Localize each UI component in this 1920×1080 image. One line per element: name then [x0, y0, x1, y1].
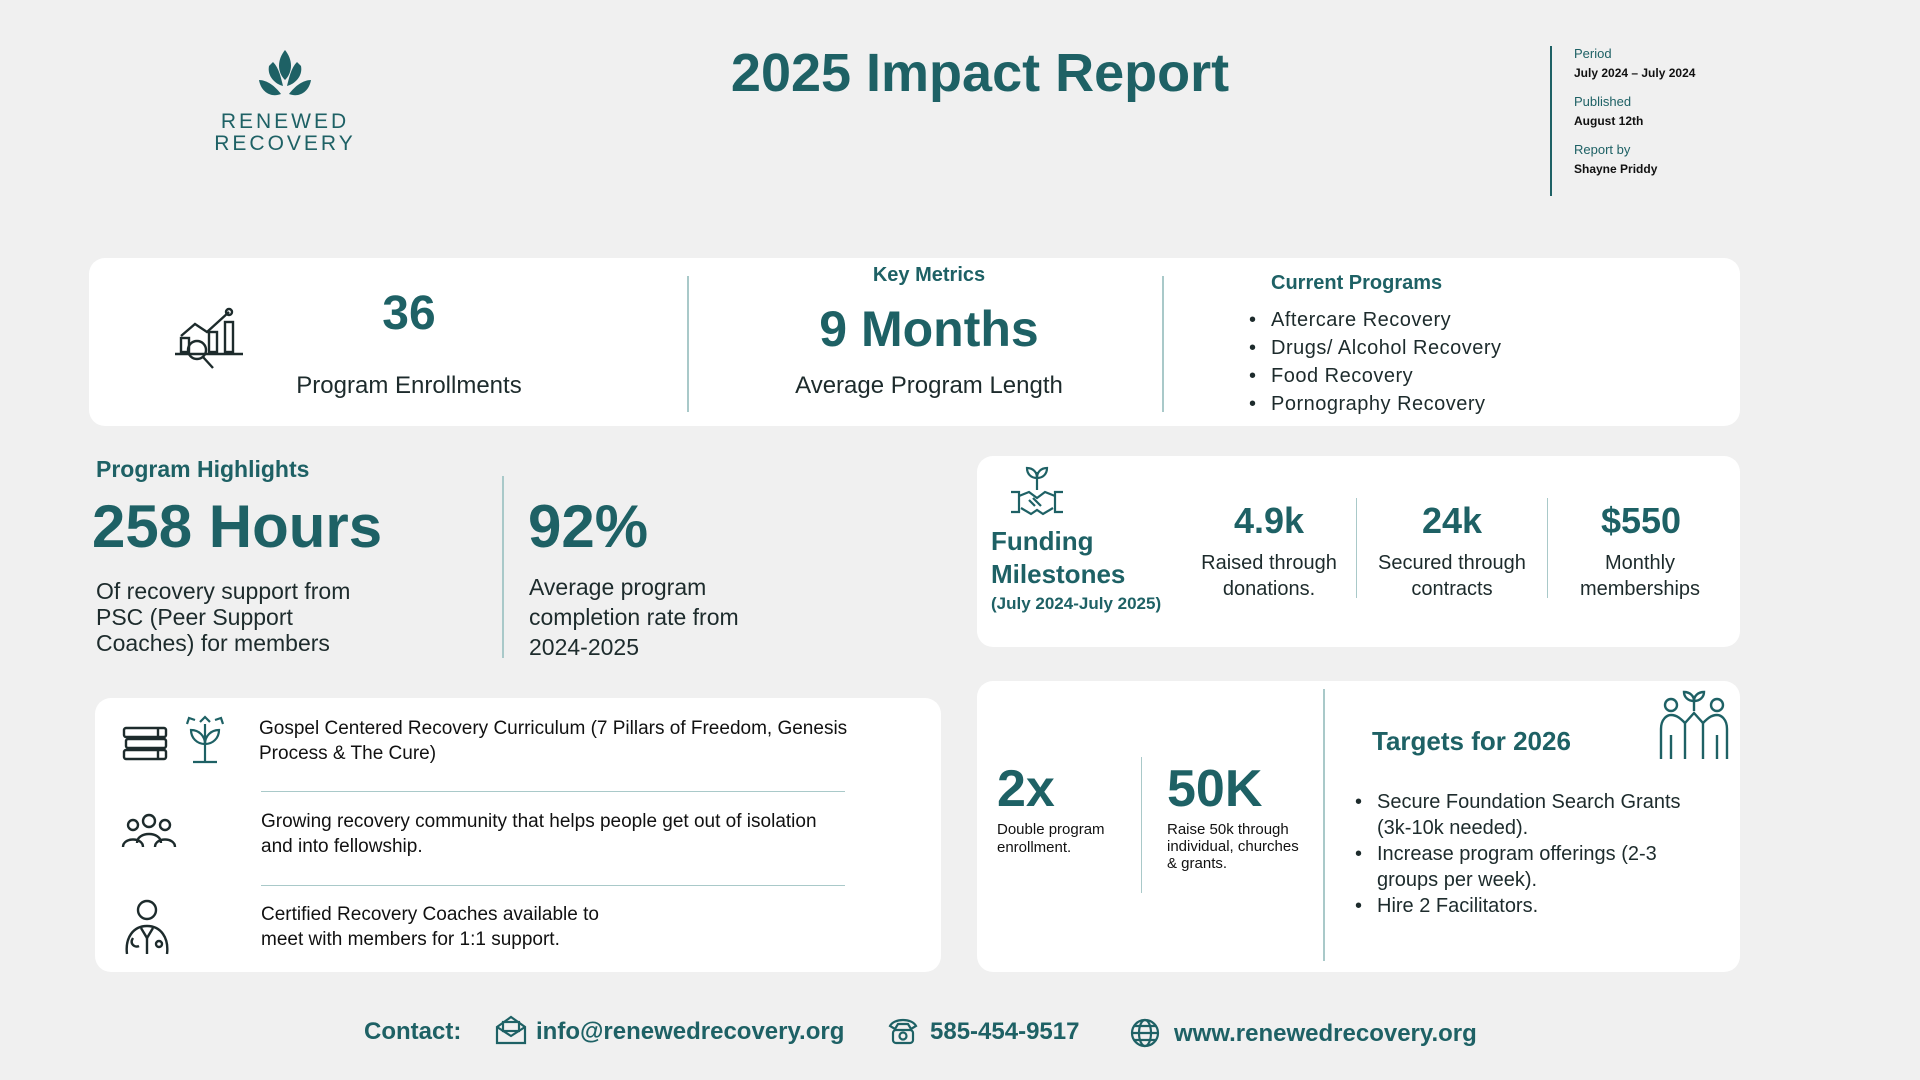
books-icon [122, 726, 168, 761]
meta-author-label: Report by [1574, 142, 1631, 157]
report-meta: Period July 2024 – July 2024 Published A… [1550, 46, 1695, 196]
page-title: 2025 Impact Report [730, 43, 1230, 103]
phone-icon [888, 1018, 918, 1045]
funding-stat-value: 24k [1421, 500, 1483, 541]
funding-stat-value: $550 [1600, 500, 1682, 541]
analytics-chart-icon [175, 307, 243, 369]
brand-name-line2: RECOVERY [214, 132, 356, 155]
meta-author-value: Shayne Priddy [1574, 162, 1658, 176]
email-icon [495, 1015, 527, 1045]
program-item: Food Recovery [1249, 362, 1501, 390]
target-item: Hire 2 Facilitators. [1355, 893, 1695, 919]
people-growth-icon [1659, 690, 1729, 759]
meta-published-label: Published [1574, 94, 1632, 109]
program-item: Aftercare Recovery [1249, 306, 1501, 334]
meta-period-value: July 2024 – July 2024 [1574, 66, 1696, 80]
metrics-divider [687, 276, 689, 412]
funding-title-line2: Milestones [991, 559, 1126, 589]
targets-heading: Targets for 2026 [1372, 726, 1571, 756]
funding-stat-label: Raised through donations. [1201, 552, 1337, 600]
funding-stat-label: Secured through contracts [1378, 552, 1526, 600]
key-metrics-heading: Key Metrics [872, 264, 986, 286]
features-card: Gospel Centered Recovery Curriculum (7 P… [95, 698, 941, 972]
target-stat-label: Double program enrollment. [997, 821, 1105, 856]
handshake-plant-icon [1011, 466, 1063, 516]
highlights-divider [502, 476, 504, 658]
feature-text: Growing recovery community that helps pe… [261, 811, 817, 857]
key-metrics-card: 36 Program Enrollments Key Metrics 9 Mon… [89, 258, 1740, 426]
target-item: Secure Foundation Search Grants (3k-10k … [1355, 789, 1695, 841]
target-stat-label: Raise 50k through individual, churches &… [1167, 821, 1299, 872]
target-item: Increase program offerings (2-3 groups p… [1355, 841, 1695, 893]
length-label: Average Program Length [795, 372, 1063, 399]
targets-divider [1141, 757, 1142, 893]
completion-value: 92% [528, 493, 649, 560]
lotus-leaves-icon [259, 50, 311, 96]
funding-title-line1: Funding [991, 526, 1094, 556]
people-group-icon [121, 813, 177, 848]
current-programs-list: Aftercare Recovery Drugs/ Alcohol Recove… [1249, 306, 1501, 418]
targets-list: Secure Foundation Search Grants (3k-10k … [1355, 789, 1695, 919]
length-value: 9 Months [819, 301, 1039, 357]
website-link[interactable]: www.renewedrecovery.org [1174, 1020, 1477, 1047]
targets-divider [1323, 689, 1325, 961]
target-stat-value: 50K [1167, 760, 1263, 818]
completion-description: Average program completion rate from 202… [529, 574, 739, 660]
sprout-growth-icon [185, 715, 225, 764]
feature-divider [261, 885, 845, 886]
funding-divider [1356, 498, 1357, 598]
highlights-heading: Program Highlights [96, 456, 310, 482]
meta-period: Period July 2024 – July 2024 [1574, 46, 1695, 80]
funding-divider [1547, 498, 1548, 598]
funding-stat-value: 4.9k [1233, 500, 1305, 541]
feature-divider [261, 791, 845, 792]
brand-name-line1: RENEWED [220, 110, 350, 133]
funding-stat-label: Monthly memberships [1579, 552, 1701, 600]
enrollments-label: Program Enrollments [296, 372, 522, 399]
funding-period: (July 2024-July 2025) [991, 594, 1162, 613]
brand-logo: RENEWED RECOVERY [200, 46, 370, 154]
meta-period-label: Period [1574, 46, 1612, 61]
programs-divider [1162, 276, 1164, 412]
globe-icon [1130, 1018, 1160, 1048]
feature-text: Gospel Centered Recovery Curriculum (7 P… [259, 718, 848, 764]
hours-description: Of recovery support from PSC (Peer Suppo… [96, 578, 351, 656]
coach-icon [125, 899, 169, 955]
funding-card: Funding Milestones (July 2024-July 2025)… [977, 456, 1740, 647]
targets-card: 2x Double program enrollment. 50K Raise … [977, 681, 1740, 972]
current-programs-heading: Current Programs [1271, 272, 1443, 294]
meta-author: Report by Shayne Priddy [1574, 142, 1695, 176]
contact-label: Contact: [364, 1018, 462, 1045]
meta-published: Published August 12th [1574, 94, 1695, 128]
hours-value: 258 Hours [92, 493, 383, 560]
feature-text: Certified Recovery Coaches available to … [261, 904, 599, 950]
program-item: Drugs/ Alcohol Recovery [1249, 334, 1501, 362]
enrollments-value: 36 [382, 287, 436, 340]
email-link[interactable]: info@renewedrecovery.org [536, 1018, 845, 1045]
target-stat-value: 2x [997, 760, 1055, 818]
phone-link[interactable]: 585-454-9517 [930, 1018, 1080, 1045]
meta-published-value: August 12th [1574, 114, 1644, 128]
program-item: Pornography Recovery [1249, 390, 1501, 418]
